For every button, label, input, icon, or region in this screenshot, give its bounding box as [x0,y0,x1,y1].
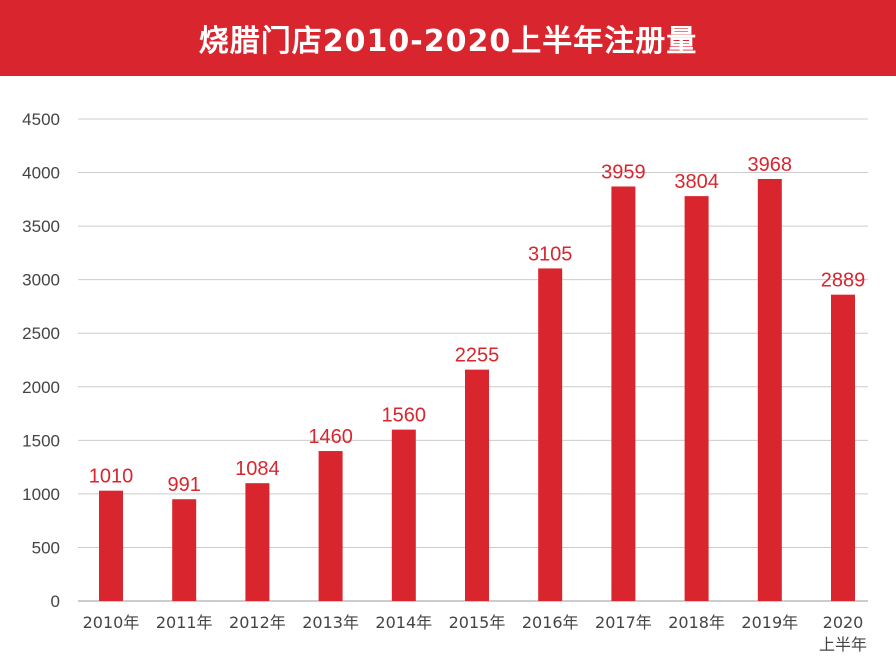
bar [538,268,563,601]
bar [172,499,197,601]
bar [99,490,123,601]
x-tick-label: 上半年 [819,635,867,654]
data-label: 1084 [235,458,280,480]
x-tick-label: 2016年 [522,613,579,632]
x-tick-label: 2014年 [375,613,432,632]
bar [757,178,782,601]
data-label: 2255 [455,345,500,367]
bars [99,178,855,602]
y-tick-label: 500 [32,538,60,557]
title-bar: 烧腊门店2010-2020上半年注册量 [0,0,896,76]
x-tick-label: 2013年 [302,613,359,632]
y-axis-ticks: 0 500 1000 1500 2000 2500 3000 3500 4000 4500 [22,110,60,611]
data-label: 3968 [748,154,793,176]
x-tick-label: 2018年 [668,613,725,632]
x-axis-ticks: 2010年 2011年 2012年 2013年 2014年 2015年 2016年 2017年… [83,613,867,654]
bar [611,186,636,602]
y-tick-label: 1000 [22,485,60,504]
data-labels: 1010 991 1084 1460 1560 2255 3105 3959 3804 3968 2… [89,154,866,496]
y-tick-label: 3500 [22,217,60,236]
data-label: 3804 [674,171,719,193]
bar [245,483,270,601]
x-tick-label: 2017年 [595,613,652,632]
bar [831,294,855,601]
x-tick-label: 2011年 [156,613,213,632]
x-tick-label: 2020 [823,613,864,632]
y-tick-label: 1500 [22,431,60,450]
bar [391,429,416,601]
data-label: 2889 [821,270,866,292]
bar [318,451,343,601]
data-label: 1560 [382,405,427,427]
data-label: 1010 [89,466,134,488]
x-tick-label: 2012年 [229,613,286,632]
y-tick-label: 4000 [22,164,60,183]
data-label: 3959 [601,161,646,183]
y-tick-label: 0 [51,592,60,611]
x-tick-label: 2019年 [741,613,798,632]
y-tick-label: 3000 [22,271,60,290]
x-tick-label: 2010年 [83,613,140,632]
data-label: 991 [168,474,201,496]
chart-title: 烧腊门店2010-2020上半年注册量 [198,24,698,59]
bar [684,196,709,601]
y-tick-label: 4500 [22,110,60,129]
data-label: 1460 [308,426,353,448]
y-tick-label: 2500 [22,324,60,343]
x-tick-label: 2015年 [449,613,506,632]
bar [465,369,489,601]
data-label: 3105 [528,243,573,265]
y-tick-label: 2000 [22,378,60,397]
